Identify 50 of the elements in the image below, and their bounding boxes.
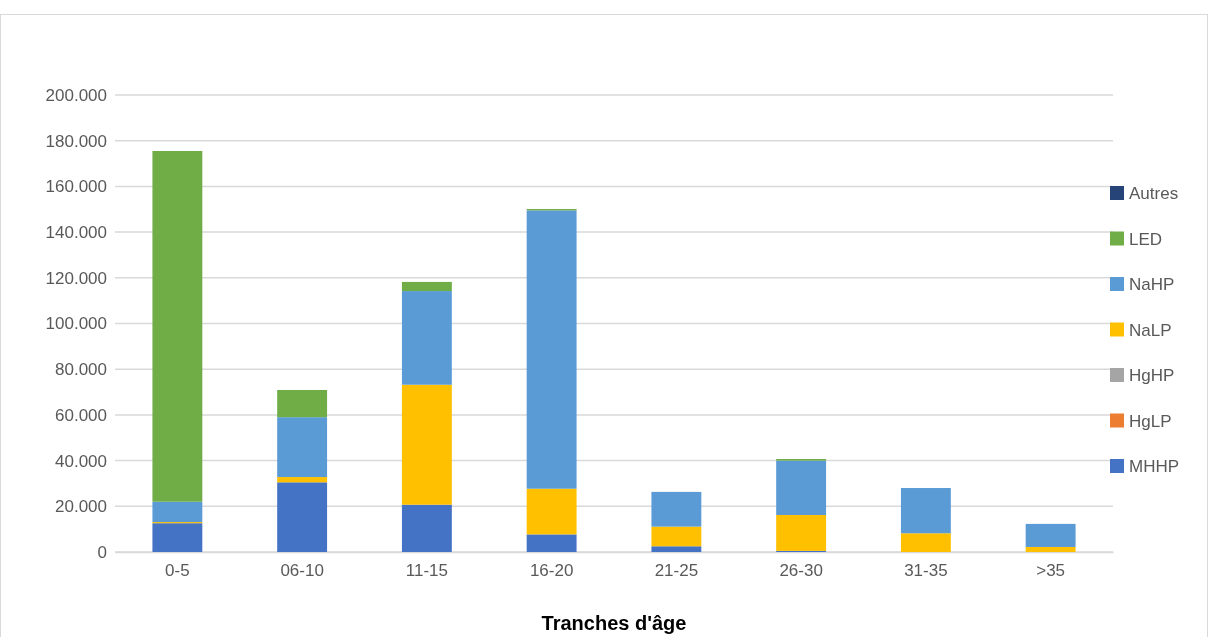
bar (152, 523, 203, 552)
bar (900, 533, 951, 552)
bar (900, 488, 951, 534)
legend-label: HgHP (1129, 366, 1175, 385)
y-tick-label: 120.000 (45, 268, 107, 288)
bar (776, 460, 827, 515)
bar (401, 291, 452, 385)
x-tick-label: 31-35 (904, 561, 948, 581)
x-tick-label: >35 (1036, 561, 1066, 581)
legend-label: LED (1129, 229, 1163, 249)
y-tick-label: 180.000 (45, 131, 107, 151)
y-tick-label: 40.000 (55, 451, 107, 471)
bar (152, 501, 203, 523)
y-tick-label: 20.000 (55, 497, 107, 517)
bar (277, 389, 328, 418)
bar (526, 210, 577, 489)
y-tick-label: 140.000 (45, 223, 107, 243)
y-tick-label: 160.000 (45, 177, 107, 197)
x-tick-label: 26-30 (779, 561, 823, 581)
y-tick-label: 100.000 (45, 314, 107, 334)
bar (651, 526, 702, 547)
legend-label: MHHP (1129, 457, 1180, 476)
x-tick-label: 21-25 (654, 561, 699, 581)
y-tick-label: 0 (97, 542, 107, 562)
x-tick-label: 0-5 (165, 561, 190, 581)
bar (651, 491, 702, 527)
bar (277, 482, 328, 552)
bar (526, 488, 577, 535)
bar (401, 504, 452, 552)
legend-label: HgLP (1129, 411, 1172, 431)
bar (401, 384, 452, 505)
y-tick-label: 200.000 (45, 85, 107, 105)
bar (1025, 546, 1076, 552)
bar (277, 417, 328, 478)
bar (1025, 523, 1076, 547)
x-tick-label: 16-20 (529, 561, 574, 581)
x-tick-label: 06-10 (280, 561, 324, 581)
legend-label: Autres (1129, 184, 1179, 203)
bar (401, 281, 452, 292)
y-tick-label: 60.000 (55, 405, 107, 425)
bar (277, 477, 328, 483)
x-axis-title: Tranches d'âge (541, 612, 687, 634)
bar (651, 546, 702, 552)
bar (152, 150, 203, 502)
legend-label: NaLP (1129, 320, 1172, 340)
legend-label: NaHP (1129, 275, 1175, 294)
bar (776, 514, 827, 551)
y-tick-label: 80.000 (55, 360, 107, 380)
bar (526, 534, 577, 552)
x-tick-label: 11-15 (405, 561, 448, 581)
